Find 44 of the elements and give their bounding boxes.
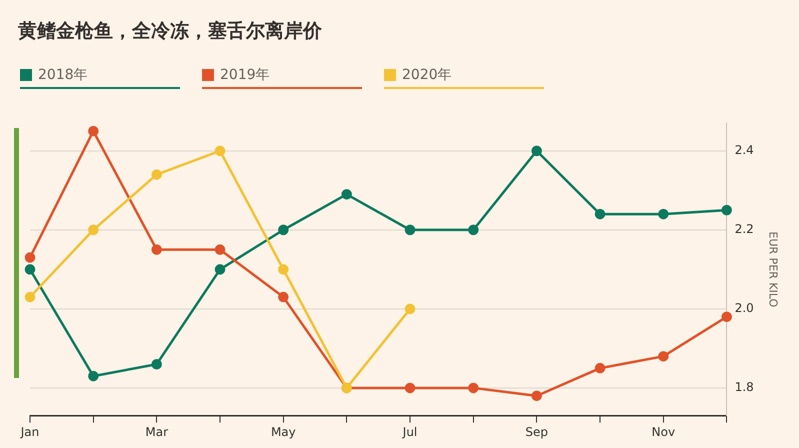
point (658, 208, 669, 220)
point (594, 208, 606, 220)
legend-label: 2020年 (402, 66, 452, 84)
point (214, 146, 226, 156)
point (151, 244, 162, 255)
x-tick-label: Mar (145, 424, 168, 439)
point (404, 224, 416, 236)
point (404, 382, 416, 394)
point (214, 244, 226, 255)
x-tick-label: Jan (20, 424, 40, 439)
y-tick-label: 1.8 (734, 380, 754, 394)
point (721, 204, 732, 216)
point (88, 370, 99, 382)
point (88, 126, 99, 136)
point (24, 264, 36, 275)
point (594, 362, 606, 374)
y-tick-label: 2.0 (734, 301, 754, 316)
point (468, 224, 479, 236)
legend-label: 2019年 (220, 66, 270, 84)
point (468, 382, 479, 394)
y-axis-title: EUR PER KILO (766, 232, 780, 308)
x-tick-label: Nov (652, 424, 676, 439)
point (721, 312, 732, 322)
y-tick-label: 2.2 (734, 222, 754, 236)
chart-title: 黄鳍金枪鱼，全冷冻，塞舌尔离岸价 (18, 19, 322, 44)
point (151, 169, 162, 180)
legend-label: 2018年 (38, 66, 88, 84)
x-tick-label: May (270, 424, 296, 439)
x-tick-label: Sep (525, 424, 548, 439)
point (214, 264, 226, 275)
point (278, 224, 289, 236)
point (341, 189, 352, 200)
point (88, 224, 99, 236)
point (278, 264, 289, 275)
point (24, 252, 36, 263)
point (278, 292, 289, 302)
point (404, 304, 416, 314)
point (24, 292, 36, 302)
point (658, 351, 669, 362)
y-tick-label: 2.4 (734, 142, 754, 157)
x-tick-label: Jul (402, 424, 418, 439)
point (151, 358, 162, 370)
point (531, 390, 542, 402)
point (531, 146, 542, 156)
